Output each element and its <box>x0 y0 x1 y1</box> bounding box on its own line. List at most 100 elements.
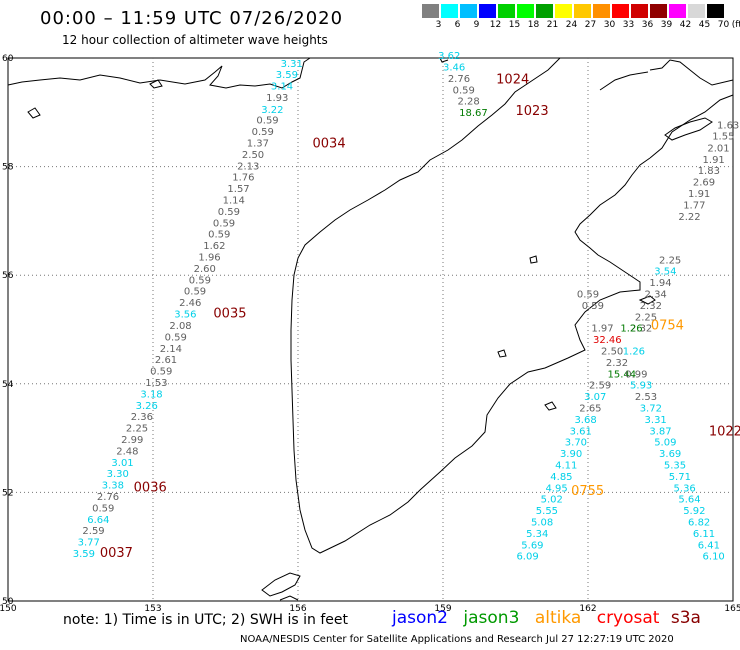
swh-value: 2.99 <box>121 435 143 446</box>
islet-5 <box>149 79 163 89</box>
swh-value: 2.50 <box>601 346 623 357</box>
scale-label: 45 <box>698 20 711 30</box>
legend-jason2: jason2 <box>392 608 448 628</box>
kuril-island-1 <box>261 572 301 597</box>
page-title: 00:00 – 11:59 UTC 07/26/2020 <box>40 8 344 29</box>
swh-value: 6.64 <box>87 515 109 526</box>
credit-line: NOAA/NESDIS Center for Satellite Applica… <box>240 634 674 645</box>
lat-tick-label: 54 <box>2 380 14 390</box>
islet-3 <box>544 401 557 411</box>
swh-value: 2.13 <box>237 161 259 172</box>
scale-swatch <box>517 4 535 18</box>
swh-value: 5.09 <box>654 438 676 449</box>
pass-label: 0035 <box>213 307 246 322</box>
swh-value: 1.76 <box>232 173 254 184</box>
axis-ticks: 150 153 156 159 162 165 60 58 56 54 52 50 <box>0 54 740 614</box>
swh-value: 3.54 <box>654 267 676 278</box>
swh-value: 5.08 <box>531 518 553 529</box>
swh-value: 3.69 <box>659 449 681 460</box>
coast-kamchatka-west <box>290 57 651 554</box>
swh-value: 2.32 <box>640 301 662 312</box>
scale-label: 6 <box>454 20 461 30</box>
swh-value: 3.46 <box>443 62 465 73</box>
swh-value: 3.59 <box>276 70 298 81</box>
swh-value: 2.25 <box>659 255 681 266</box>
coast-kamchatka-east <box>649 94 734 159</box>
scale-swatch <box>536 4 554 18</box>
swh-value: 2.60 <box>194 264 216 275</box>
pass-labels: 0034 1024 1023 0035 0036 0037 0754 0755 1022 <box>100 73 740 561</box>
coast-north-east <box>439 57 449 63</box>
scale-swatch <box>441 4 459 18</box>
islet-4 <box>27 107 41 119</box>
swh-value: 4.85 <box>550 472 572 483</box>
swh-value: 1.96 <box>198 253 220 264</box>
swh-value: 1.26 <box>620 324 642 335</box>
lon-tick-label: 159 <box>434 604 451 614</box>
lon-tick-label: 162 <box>579 604 596 614</box>
swh-value: 5.34 <box>526 529 548 540</box>
swh-value: 3.70 <box>565 438 587 449</box>
scale-label: 12 <box>489 20 502 30</box>
scale-label: 70 <box>717 20 730 30</box>
lon-tick-label: 156 <box>289 604 306 614</box>
scale-label: 42 <box>679 20 692 30</box>
swh-value: 2.50 <box>242 150 264 161</box>
pass-label: 0036 <box>134 480 167 495</box>
scale-label: 15 <box>508 20 521 30</box>
swh-value: 2.25 <box>126 424 148 435</box>
scale-label: 33 <box>622 20 635 30</box>
scale-swatch <box>574 4 592 18</box>
swh-value: 0.59 <box>582 301 604 312</box>
swh-value: 2.69 <box>693 178 715 189</box>
swh-value: 2.14 <box>160 344 182 355</box>
swh-value: 0.59 <box>189 275 211 286</box>
swh-value: 2.59 <box>589 381 611 392</box>
swh-value: 0.59 <box>92 503 114 514</box>
swh-value: 1.91 <box>688 189 710 200</box>
swh-value: 4.11 <box>555 461 577 472</box>
scale-label: 39 <box>660 20 673 30</box>
swh-value: 6.82 <box>688 518 710 529</box>
scale-swatch <box>422 4 440 18</box>
swh-value: 3.56 <box>174 310 196 321</box>
swh-value: 0.59 <box>184 287 206 298</box>
swh-value: 3.62 <box>438 51 460 62</box>
islet-1 <box>529 255 538 264</box>
lon-tick-label: 153 <box>144 604 161 614</box>
swh-value: 2.32 <box>606 358 628 369</box>
coast-ne-mid <box>599 71 649 91</box>
swh-value: 3.31 <box>645 415 667 426</box>
swh-value: 2.22 <box>678 212 700 223</box>
islet-2 <box>497 349 507 358</box>
swh-value: 2.76 <box>448 74 470 85</box>
swh-value: 0.59 <box>150 367 172 378</box>
scale-swatch <box>555 4 573 18</box>
swh-value: 18.67 <box>459 108 488 119</box>
swh-value: 5.71 <box>669 472 691 483</box>
swh-value: 1.77 <box>683 200 705 211</box>
swh-value: 3.87 <box>649 426 671 437</box>
swh-value: 6.09 <box>516 552 538 563</box>
pass-label: 1024 <box>496 73 529 88</box>
pass-label: 0034 <box>313 137 346 152</box>
swh-value: 5.92 <box>683 506 705 517</box>
swh-value: 1.93 <box>266 93 288 104</box>
scale-swatch <box>612 4 630 18</box>
swh-value: 2.32 <box>630 324 652 335</box>
swh-value: 3.01 <box>111 458 133 469</box>
swh-value: 3.90 <box>560 449 582 460</box>
swh-value: 5.02 <box>541 495 563 506</box>
swh-value: 2.76 <box>97 492 119 503</box>
swh-value: 0.59 <box>218 207 240 218</box>
lat-tick-label: 56 <box>2 271 14 281</box>
legend-cryosat: cryosat <box>596 608 660 628</box>
swh-value: 3.72 <box>640 403 662 414</box>
scale-label: 36 <box>641 20 654 30</box>
swh-value: 1.63 <box>717 121 739 132</box>
swh-value: 3.07 <box>584 392 606 403</box>
swh-value: 1.97 <box>591 324 613 335</box>
swh-value: 5.64 <box>678 495 700 506</box>
swh-value: 3.26 <box>136 401 158 412</box>
